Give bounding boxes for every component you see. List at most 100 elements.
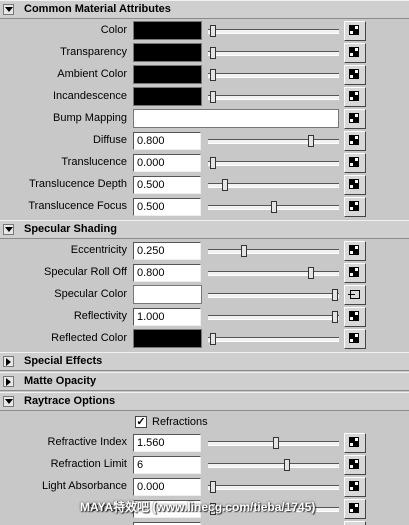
icon-part [354, 437, 359, 442]
attribute-label: Transparency [60, 46, 127, 58]
map-button[interactable] [344, 433, 366, 453]
slider-thumb[interactable] [210, 503, 216, 515]
map-button[interactable] [344, 131, 366, 151]
map-button[interactable] [344, 197, 366, 217]
value-field[interactable]: 0.000 [133, 154, 201, 172]
slider-track[interactable] [208, 507, 339, 512]
color-swatch[interactable] [133, 43, 202, 62]
value-field[interactable]: 0.500 [133, 176, 201, 194]
slider-thumb[interactable] [210, 69, 216, 81]
slider-thumb[interactable] [222, 179, 228, 191]
section-header[interactable]: Raytrace Options [0, 392, 409, 411]
value-field[interactable]: 0.250 [133, 242, 201, 260]
slider-thumb[interactable] [241, 245, 247, 257]
value-field[interactable]: 0.800 [133, 264, 201, 282]
value-field[interactable]: 6 [133, 456, 201, 474]
slider-track[interactable] [208, 249, 339, 254]
slider-thumb[interactable] [210, 157, 216, 169]
color-swatch[interactable] [133, 285, 202, 304]
value-field[interactable] [133, 500, 201, 518]
map-button[interactable] [344, 21, 366, 41]
map-button[interactable] [344, 241, 366, 261]
attribute-label: Ambient Color [57, 68, 127, 80]
slider-track[interactable] [208, 271, 339, 276]
value-field[interactable]: 1.560 [133, 434, 201, 452]
value-field[interactable]: 1.000 [133, 308, 201, 326]
attribute-label: Translucence Depth [28, 178, 127, 190]
map-button[interactable] [344, 153, 366, 173]
icon-part [349, 140, 354, 145]
slider-thumb[interactable] [210, 25, 216, 37]
color-swatch[interactable] [133, 329, 202, 348]
slider-thumb[interactable] [284, 459, 290, 471]
collapse-toggle[interactable] [3, 356, 14, 367]
icon-part [354, 52, 359, 57]
slider-track[interactable] [208, 139, 339, 144]
icon-part [354, 316, 359, 321]
slider-thumb[interactable] [210, 91, 216, 103]
slider-track[interactable] [208, 315, 339, 320]
slider-thumb[interactable] [332, 289, 338, 301]
icon-part [354, 162, 359, 167]
slider-track[interactable] [208, 337, 339, 342]
map-button[interactable] [344, 499, 366, 519]
color-swatch[interactable] [133, 109, 339, 128]
map-button[interactable] [344, 329, 366, 349]
slider-track[interactable] [208, 463, 339, 468]
slider-thumb[interactable] [210, 481, 216, 493]
slider-thumb[interactable] [210, 333, 216, 345]
slider-thumb[interactable] [308, 135, 314, 147]
attribute-label: Surface [89, 502, 127, 514]
section-header[interactable]: Matte Opacity [0, 372, 409, 391]
value-field[interactable]: 0.500 [133, 522, 201, 525]
slider-track[interactable] [208, 29, 339, 34]
value-field[interactable]: 0.000 [133, 478, 201, 496]
icon-part [354, 481, 359, 486]
color-swatch[interactable] [133, 21, 202, 40]
icon-part [354, 508, 359, 513]
section-header[interactable]: Common Material Attributes [0, 0, 409, 19]
slider-track[interactable] [208, 293, 339, 298]
map-button[interactable] [344, 43, 366, 63]
icon-part [354, 91, 359, 96]
slider-thumb[interactable] [308, 267, 314, 279]
icon-part [349, 74, 354, 79]
checkbox[interactable]: ✓ [135, 416, 147, 428]
color-swatch[interactable] [133, 65, 202, 84]
color-swatch[interactable] [133, 87, 202, 106]
value-field[interactable]: 0.500 [133, 198, 201, 216]
slider-track[interactable] [208, 161, 339, 166]
collapse-toggle[interactable] [3, 396, 14, 407]
collapse-toggle[interactable] [3, 4, 14, 15]
collapse-toggle[interactable] [3, 376, 14, 387]
icon-part [354, 96, 359, 101]
map-button[interactable] [344, 65, 366, 85]
slider-track[interactable] [208, 183, 339, 188]
map-button[interactable] [344, 285, 366, 305]
slider-track[interactable] [208, 73, 339, 78]
attribute-label: Incandescence [53, 90, 127, 102]
section-header[interactable]: Specular Shading [0, 220, 409, 239]
map-button[interactable] [344, 307, 366, 327]
map-button[interactable] [344, 87, 366, 107]
map-button[interactable] [344, 175, 366, 195]
slider-thumb[interactable] [273, 437, 279, 449]
map-button[interactable] [344, 477, 366, 497]
slider-thumb[interactable] [332, 311, 338, 323]
slider-track[interactable] [208, 485, 339, 490]
map-button[interactable] [344, 521, 366, 525]
slider-thumb[interactable] [271, 201, 277, 213]
slider-thumb[interactable] [210, 47, 216, 59]
value-field[interactable]: 0.800 [133, 132, 201, 150]
icon-part [349, 272, 354, 277]
icon-part [349, 184, 354, 189]
map-button[interactable] [344, 263, 366, 283]
slider-track[interactable] [208, 95, 339, 100]
map-button[interactable] [344, 455, 366, 475]
collapse-toggle[interactable] [3, 224, 14, 235]
slider-track[interactable] [208, 51, 339, 56]
icon-part [349, 338, 354, 343]
map-button[interactable] [344, 109, 366, 129]
section-header[interactable]: Special Effects [0, 352, 409, 371]
